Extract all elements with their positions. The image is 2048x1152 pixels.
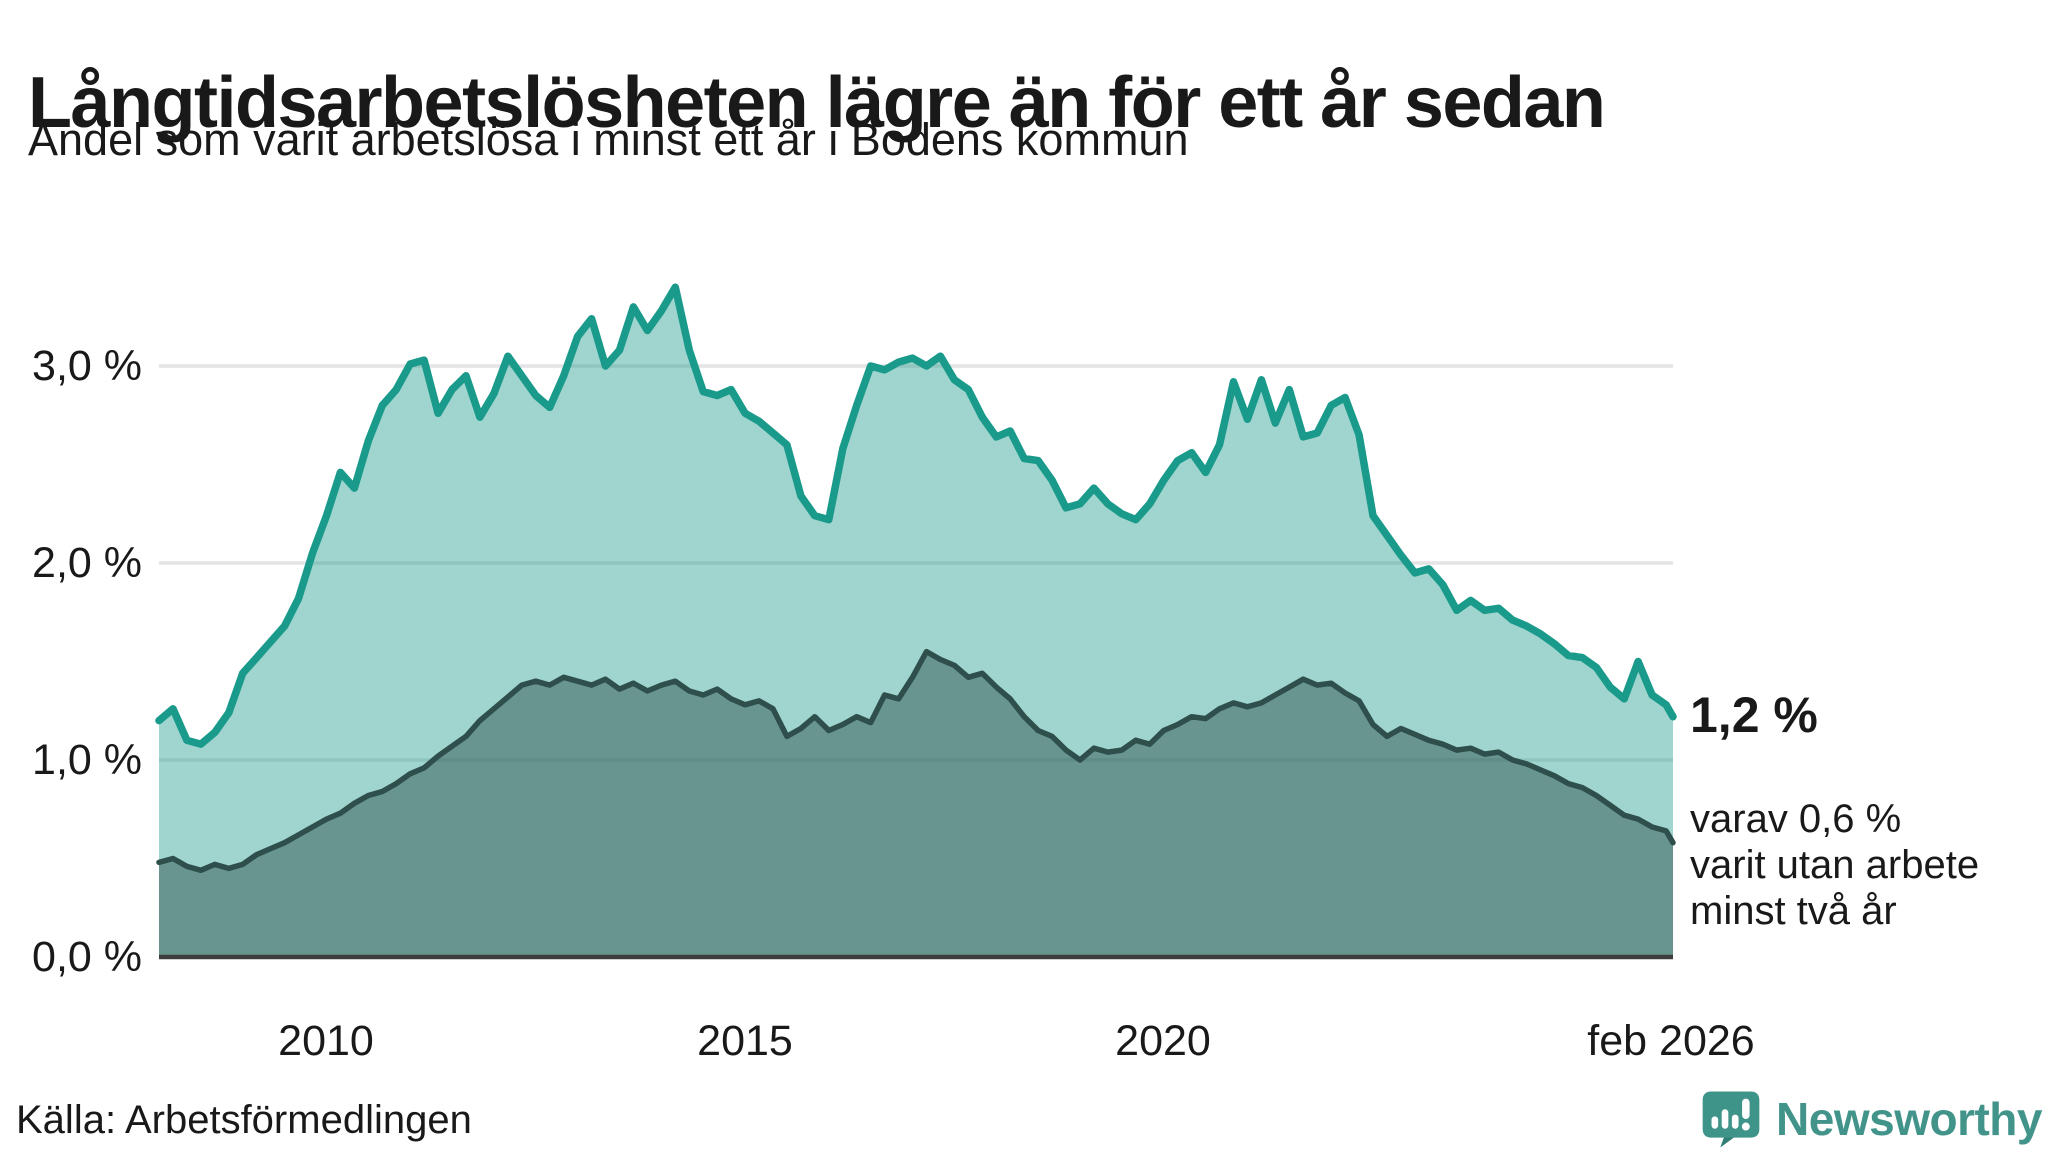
y-tick-3: 3,0 % [32, 342, 142, 390]
secondary-annotation-line2: varit utan arbete [1690, 843, 1980, 887]
page-subtitle: Andel som varit arbetslösa i minst ett å… [28, 114, 1189, 165]
x-tick-2010: 2010 [278, 1017, 374, 1065]
y-tick-0: 0,0 % [32, 933, 142, 981]
brand-lockup: Newsworthy [1700, 1090, 2042, 1148]
page-title: Långtidsarbetslösheten lägre än för ett … [28, 63, 1606, 144]
source-note: Källa: Arbetsförmedlingen [16, 1098, 472, 1142]
newsworthy-logo-icon [1702, 1091, 1760, 1148]
y-tick-1: 1,0 % [32, 736, 142, 784]
latest-value-label: 1,2 % [1690, 687, 1818, 743]
x-tick-2020: 2020 [1115, 1017, 1211, 1065]
secondary-annotation-line1: varav 0,6 % [1690, 797, 1902, 841]
brand-name: Newsworthy [1776, 1093, 2042, 1145]
x-tick-2015: 2015 [697, 1017, 793, 1065]
secondary-annotation-line3: minst två år [1690, 889, 1897, 933]
secondary-annotation: varav 0,6 % varit utan arbete minst två … [1690, 796, 1979, 934]
y-tick-2: 2,0 % [32, 539, 142, 587]
x-tick-feb-2026: feb 2026 [1587, 1017, 1755, 1065]
